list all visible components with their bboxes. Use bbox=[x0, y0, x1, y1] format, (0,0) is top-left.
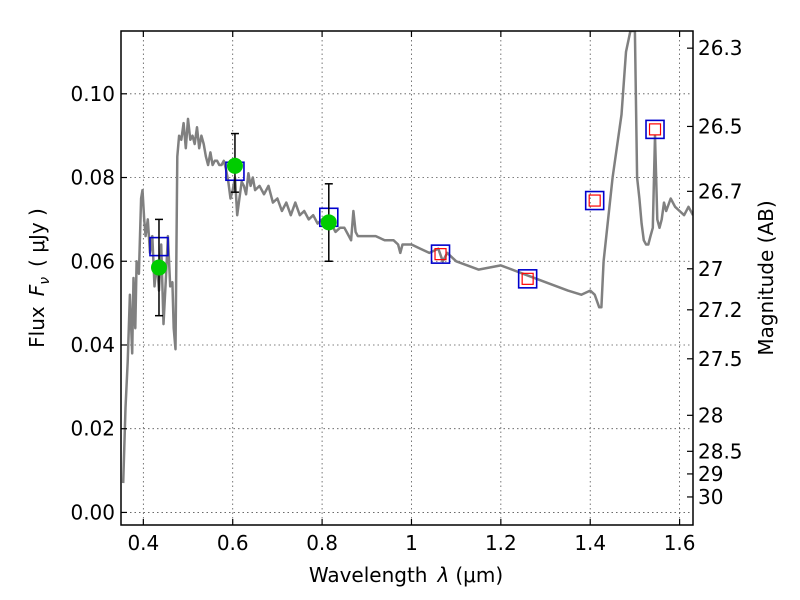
x-axis-label: Wavelength λ (μm) bbox=[309, 563, 503, 587]
mag-tick-label: 29 bbox=[698, 462, 723, 486]
x-tick-label: 0.4 bbox=[127, 531, 159, 555]
x-tick-label: 1.6 bbox=[664, 531, 696, 555]
plot-frame bbox=[120, 30, 694, 526]
axis-ticks: 0.4 0.6 0.8 1 1.2 1.4 1.6 0.00 0.02 0.04 0.06 0.08 0… bbox=[70, 31, 743, 555]
mag-tick-label: 27.2 bbox=[698, 298, 743, 322]
x-tick-label: 0.6 bbox=[217, 531, 249, 555]
y-axis-label: FluxFν( μJy ) bbox=[25, 208, 53, 348]
observed-flux-point bbox=[150, 259, 167, 276]
model-photometry-square bbox=[584, 190, 605, 211]
y2-axis-label: Magnitude (AB) bbox=[754, 200, 778, 355]
mag-tick-label: 27 bbox=[698, 257, 723, 281]
model-photometry-square bbox=[430, 244, 451, 264]
mag-tick-label: 26.7 bbox=[698, 179, 743, 203]
mag-tick-label: 26.5 bbox=[698, 114, 743, 138]
y-tick-label: 0.00 bbox=[70, 500, 115, 524]
mag-tick-label: 28 bbox=[698, 403, 723, 427]
y-tick-label: 0.04 bbox=[70, 333, 115, 357]
x-tick-label: 0.8 bbox=[306, 531, 338, 555]
observed-flux-point bbox=[320, 214, 337, 231]
mag-tick-label: 27.5 bbox=[698, 347, 743, 371]
y-tick-label: 0.08 bbox=[70, 166, 115, 190]
y-tick-label: 0.10 bbox=[70, 82, 115, 106]
model-photometry-inner-square bbox=[648, 123, 662, 136]
model-photometry-inner-square bbox=[521, 272, 534, 285]
y-tick-label: 0.06 bbox=[70, 249, 115, 273]
x-tick-label: 1.2 bbox=[485, 531, 517, 555]
sed-model-line bbox=[121, 31, 693, 484]
model-photometry-square bbox=[645, 119, 665, 140]
model-photometry-inner-square bbox=[588, 194, 601, 207]
model-photometry-inner-square bbox=[434, 248, 447, 261]
mag-tick-label: 30 bbox=[698, 485, 723, 509]
series-layer bbox=[121, 31, 693, 484]
model-photometry-square bbox=[517, 269, 538, 289]
mag-tick-label: 28.5 bbox=[698, 439, 743, 463]
observed-flux-point bbox=[226, 157, 243, 174]
mag-tick-label: 26.3 bbox=[698, 36, 743, 60]
x-tick-label: 1 bbox=[405, 531, 418, 555]
grid-lines bbox=[121, 31, 693, 525]
x-tick-label: 1.4 bbox=[574, 531, 606, 555]
y-tick-label: 0.02 bbox=[70, 417, 115, 441]
